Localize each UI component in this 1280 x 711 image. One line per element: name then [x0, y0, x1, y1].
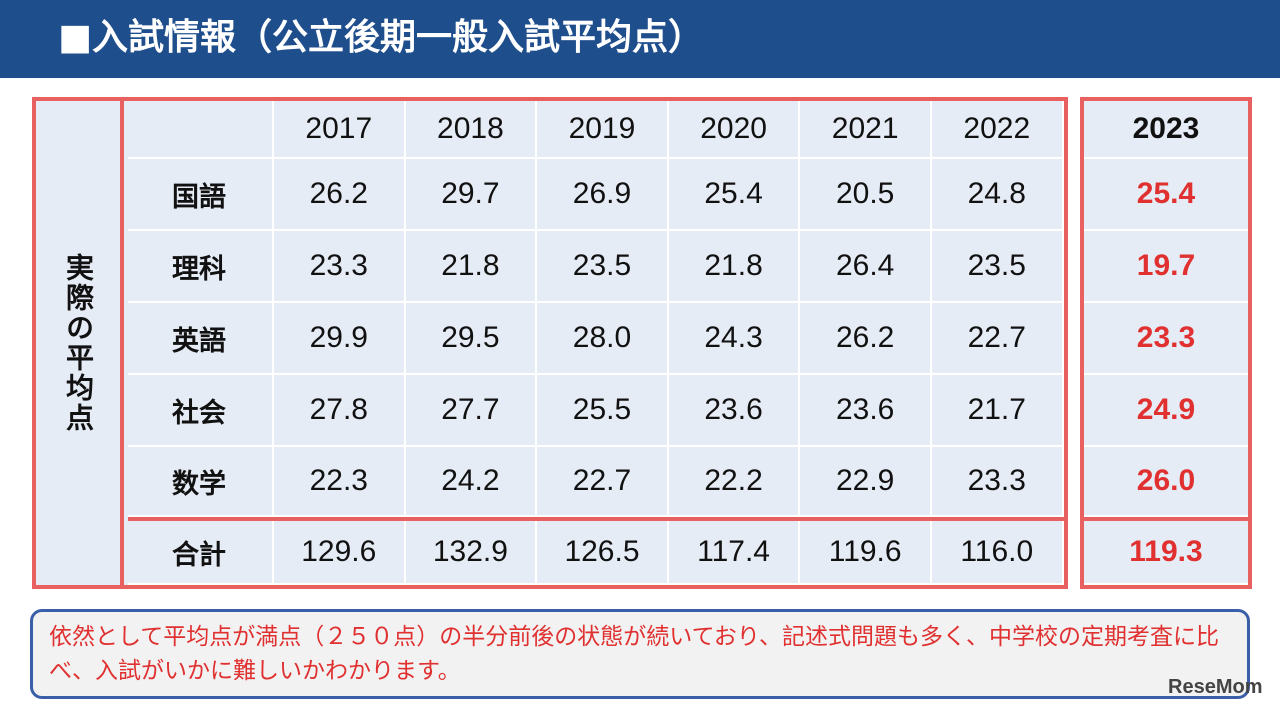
year-header: 2022 [931, 101, 1064, 159]
total-row: 合計 129.6 132.9 126.5 117.4 119.6 116.0 [128, 517, 1064, 585]
score-cell: 24.8 [931, 159, 1064, 231]
subject-label: 国語 [128, 159, 274, 231]
table-row: 国語 26.2 29.7 26.9 25.4 20.5 24.8 [128, 159, 1064, 231]
score-cell: 22.9 [800, 447, 932, 517]
year-header: 2021 [800, 101, 932, 159]
year-header-row: 2017 2018 2019 2020 2021 2022 [128, 101, 1064, 159]
score-cell: 22.2 [668, 447, 801, 517]
score-2023-cell: 25.4 [1084, 159, 1248, 231]
score-2023-cell: 26.0 [1084, 447, 1248, 517]
score-cell: 22.3 [274, 447, 406, 517]
side-label-text: 実際の平均点 [62, 253, 95, 433]
total-cell: 126.5 [537, 521, 669, 585]
total-label: 合計 [128, 521, 274, 585]
score-cell: 29.5 [405, 303, 538, 375]
score-cell: 24.2 [405, 447, 538, 517]
subject-label: 英語 [128, 303, 274, 375]
score-cell: 22.7 [537, 447, 669, 517]
score-cell: 21.8 [668, 231, 801, 303]
total-cell: 132.9 [405, 521, 538, 585]
score-cell: 23.6 [668, 375, 801, 447]
score-cell: 26.9 [537, 159, 669, 231]
score-cell: 27.8 [274, 375, 406, 447]
score-cell: 27.7 [405, 375, 538, 447]
total-cell: 117.4 [668, 521, 801, 585]
scores-grid: 2017 2018 2019 2020 2021 2022 国語 26.2 29… [128, 101, 1064, 585]
side-label: 実際の平均点 [36, 101, 124, 585]
note-box: 依然として平均点が満点（２５０点）の半分前後の状態が続いており、記述式問題も多く… [30, 609, 1250, 699]
score-cell: 23.3 [931, 447, 1064, 517]
year-2023-header: 2023 [1084, 101, 1248, 159]
score-cell: 29.9 [274, 303, 406, 375]
corner-cell [128, 101, 274, 159]
table-row: 社会 27.8 27.7 25.5 23.6 23.6 21.7 [128, 375, 1064, 447]
subject-label: 数学 [128, 447, 274, 517]
score-2023-cell: 19.7 [1084, 231, 1248, 303]
score-cell: 26.2 [274, 159, 406, 231]
score-cell: 29.7 [405, 159, 538, 231]
score-cell: 25.4 [668, 159, 801, 231]
subject-label: 社会 [128, 375, 274, 447]
subject-label: 理科 [128, 231, 274, 303]
year-header: 2018 [405, 101, 538, 159]
score-cell: 23.6 [800, 375, 932, 447]
year-header: 2019 [537, 101, 669, 159]
total-cell: 116.0 [931, 521, 1064, 585]
score-cell: 21.8 [405, 231, 538, 303]
table-row: 理科 23.3 21.8 23.5 21.8 26.4 23.5 [128, 231, 1064, 303]
total-cell: 129.6 [274, 521, 406, 585]
score-cell: 23.3 [274, 231, 406, 303]
resemom-logo: ReseMom [1168, 676, 1263, 698]
score-cell: 23.5 [537, 231, 669, 303]
page-title: ■入試情報（公立後期一般入試平均点） [58, 17, 705, 58]
score-cell: 22.7 [931, 303, 1064, 375]
score-cell: 26.2 [800, 303, 932, 375]
note-text: 依然として平均点が満点（２５０点）の半分前後の状態が続いており、記述式問題も多く… [49, 624, 1220, 684]
year-header: 2017 [274, 101, 406, 159]
score-2023-cell: 23.3 [1084, 303, 1248, 375]
score-cell: 25.5 [537, 375, 669, 447]
scores-table: 実際の平均点 2017 2018 2019 2020 2021 2022 国語 … [32, 97, 1068, 589]
column-2023: 2023 25.4 19.7 23.3 24.9 26.0 119.3 [1080, 97, 1252, 589]
table-row: 英語 29.9 29.5 28.0 24.3 26.2 22.7 [128, 303, 1064, 375]
table-row: 数学 22.3 24.2 22.7 22.2 22.9 23.3 [128, 447, 1064, 517]
year-header: 2020 [668, 101, 801, 159]
score-2023-cell: 24.9 [1084, 375, 1248, 447]
score-cell: 28.0 [537, 303, 669, 375]
total-2023-cell: 119.3 [1084, 517, 1248, 585]
score-cell: 20.5 [800, 159, 932, 231]
score-cell: 24.3 [668, 303, 801, 375]
score-cell: 21.7 [931, 375, 1064, 447]
total-cell: 119.6 [800, 521, 932, 585]
score-cell: 26.4 [800, 231, 932, 303]
score-cell: 23.5 [931, 231, 1064, 303]
header-bar: ■入試情報（公立後期一般入試平均点） [0, 0, 1280, 78]
